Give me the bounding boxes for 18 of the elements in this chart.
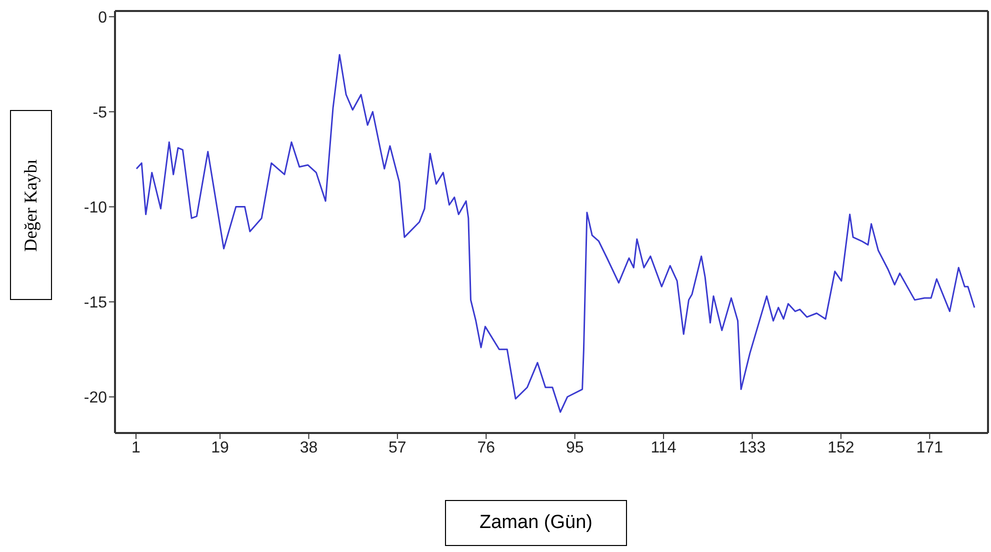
x-tick-label: 57 [388,439,406,456]
x-tick-label: 19 [211,439,230,456]
y-tick-label: -10 [84,199,108,216]
x-tick-label: 152 [828,439,854,456]
y-tick-label: -5 [92,104,108,122]
x-tick-label: 1 [132,439,141,456]
y-tick-label: -15 [84,294,108,312]
y-axis-title: Değer Kaybı [20,158,42,252]
x-tick-label: 171 [916,439,944,456]
x-axis-title: Zaman (Gün) [445,500,627,546]
line-series [136,54,976,413]
x-tick-label: 133 [738,439,766,456]
x-tick-label: 38 [300,439,318,456]
y-tick-label: 0 [98,9,108,26]
x-tick-label: 114 [650,439,676,456]
x-tick-label: 95 [566,439,584,456]
y-tick-label: -20 [84,390,108,407]
x-tick-label: 76 [477,439,496,456]
